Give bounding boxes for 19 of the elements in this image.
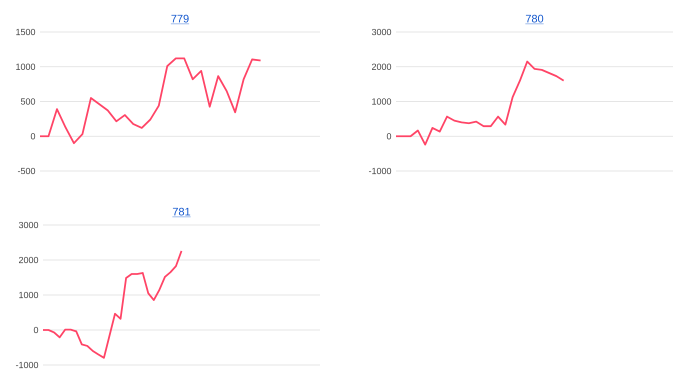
y-tick-label: 0 bbox=[386, 133, 392, 140]
y-tick-label: 0 bbox=[34, 326, 38, 334]
y-tick-label: 1000 bbox=[16, 64, 36, 70]
y-tick-label: -1000 bbox=[16, 362, 38, 368]
y-tick-label: 1000 bbox=[372, 98, 392, 105]
y-tick-label: 0 bbox=[30, 133, 36, 140]
chart-title: 781 bbox=[172, 208, 190, 216]
chart-title: 779 bbox=[171, 14, 189, 23]
y-tick-label: 2000 bbox=[372, 64, 392, 70]
y-tick-label: 1500 bbox=[16, 28, 36, 36]
y-tick-label: -1000 bbox=[368, 168, 392, 174]
y-tick-label: 500 bbox=[20, 98, 36, 105]
line-series bbox=[42, 250, 182, 359]
y-tick-label: 3000 bbox=[372, 28, 392, 36]
chart-title: 780 bbox=[526, 14, 544, 23]
y-tick-label: -500 bbox=[18, 168, 36, 174]
y-tick-label: 3000 bbox=[18, 222, 38, 228]
y-tick-label: 1000 bbox=[19, 292, 38, 298]
y-tick-label: 2000 bbox=[18, 256, 38, 264]
